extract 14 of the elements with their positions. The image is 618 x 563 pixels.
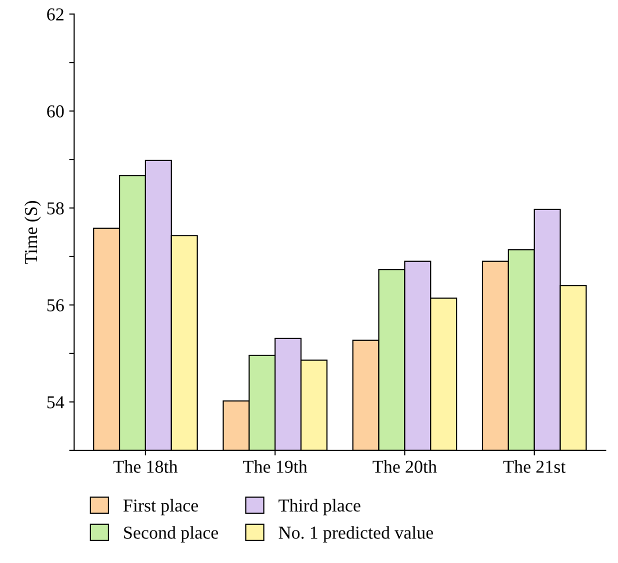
- y-tick-label: 54: [47, 396, 64, 408]
- legend-label: No. 1 predicted value: [278, 526, 434, 542]
- x-tick-label: The 20th: [372, 460, 437, 473]
- y-axis-title: Time (S): [24, 201, 41, 264]
- y-tick-label: 60: [47, 105, 64, 118]
- x-tick-label: The 21st: [503, 460, 566, 473]
- y-tick-label: 56: [47, 299, 64, 312]
- legend-label: First place: [123, 498, 198, 516]
- legend-label: Second place: [124, 526, 218, 542]
- x-tick-label: The 18th: [113, 460, 178, 473]
- y-tick-label: 62: [47, 8, 64, 21]
- legend-label: Third place: [278, 498, 360, 516]
- y-tick-label: 58: [47, 202, 64, 214]
- x-tick-label: The 19th: [243, 460, 308, 473]
